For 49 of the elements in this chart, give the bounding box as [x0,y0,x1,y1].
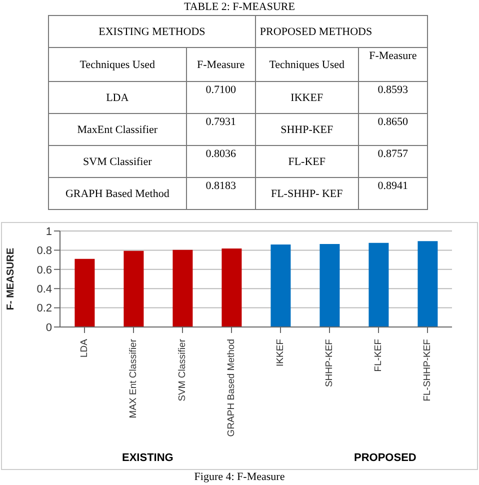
text: F-Measure [358,48,428,82]
text: 0.8757 [358,146,428,178]
text: 0.8036 [186,146,256,178]
x-tick-label: SVM Classifier [177,339,188,402]
y-tick-label: 0.4 [36,284,52,296]
y-tick-label: 1 [46,226,52,238]
text: IKKEF [255,82,358,114]
text: FL-KEF [255,146,358,178]
text: EXISTING METHODS [48,16,256,48]
text: 0.7100 [186,82,256,114]
bar [222,248,242,327]
text: Techniques Used [48,48,186,82]
text: LDA [48,82,186,114]
text: F-Measure [186,48,256,82]
x-tick-label: SHHP-KEF [324,338,336,388]
x-tick-label: FL-SHHP-KEF [422,338,434,402]
y-tick-label: 0.6 [36,264,52,276]
bar [270,244,291,327]
text: 0.8941 [358,178,428,210]
x-tick-label: IKKEF [275,338,286,366]
y-tick-label: 0.8 [36,245,52,258]
text: MaxEnt Classifier [48,114,186,146]
text: FL-SHHP- KEF [255,178,358,210]
x-tick-label: FL-KEF [373,338,384,372]
y-axis-title: F- MEASURE [6,248,17,310]
text: PROPOSED METHODS [255,16,428,48]
caption: Figure 4: F-Measure [193,471,286,483]
bar [172,250,193,327]
text: EXISTING [122,452,174,464]
y-tick-label: 0.2 [36,302,52,315]
text: PROPOSED [354,452,416,464]
x-tick-label: LDA [79,338,90,358]
bar [368,242,389,327]
text: SVM Classifier [48,146,186,178]
text: SHHP-KEF [255,114,358,146]
text: 0.8650 [358,114,428,146]
text: 0.7931 [186,114,256,146]
bar [124,250,144,327]
bar [320,244,340,327]
text: 0.8593 [358,82,428,114]
text: GRAPH Based Method [48,178,186,210]
chart-title: TABLE 2: F-MEASURE [183,1,296,13]
text: Techniques Used [255,48,358,82]
bar [418,241,438,327]
text: 0.8183 [186,178,256,210]
x-tick-label: GRAPH Based Method [226,339,238,437]
y-tick-label: 0 [46,322,52,334]
bar [74,258,95,327]
x-tick-label: MAX Ent Classifier [128,339,140,418]
